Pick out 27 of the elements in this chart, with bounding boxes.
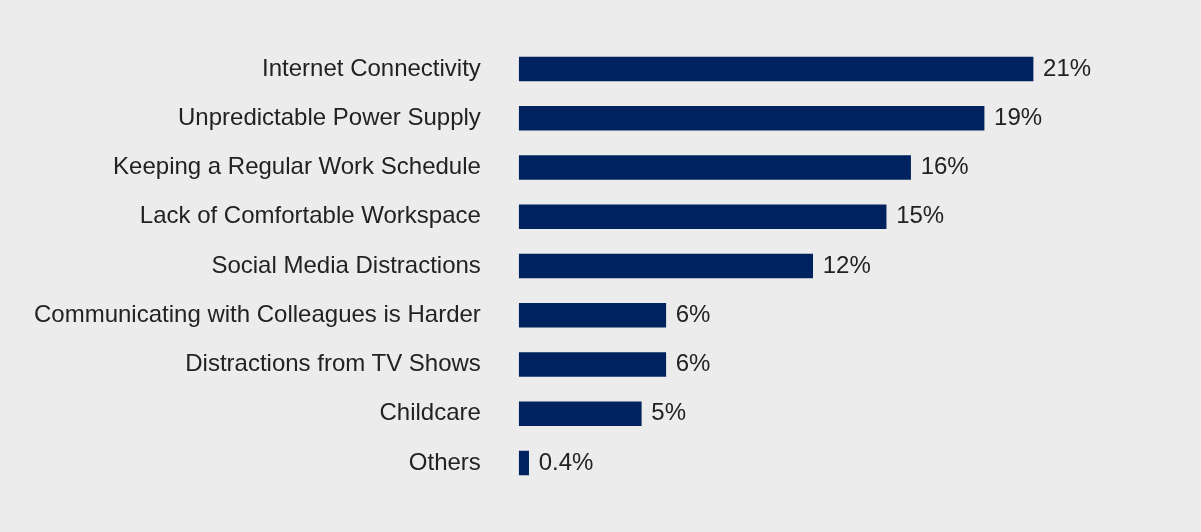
data-label: 12%: [822, 250, 871, 278]
y-tick-label: Others: [408, 447, 481, 475]
y-tick-label: Social Media Distractions: [211, 250, 481, 278]
y-tick-label: Childcare: [379, 398, 481, 426]
y-tick-label: Internet Connectivity: [262, 53, 481, 81]
bar: [518, 352, 667, 377]
y-tick-label: Keeping a Regular Work Schedule: [113, 152, 481, 180]
data-label: 19%: [994, 102, 1043, 130]
bar: [518, 56, 1034, 82]
bar: [518, 105, 985, 131]
y-tick-label: Unpredictable Power Supply: [178, 102, 481, 130]
data-label: 15%: [896, 201, 945, 229]
bar: [518, 401, 642, 427]
bar: [518, 450, 529, 476]
data-label: 16%: [920, 152, 969, 180]
data-label: 21%: [1043, 53, 1092, 81]
data-label: 6%: [675, 299, 711, 327]
y-tick-label: Communicating with Colleagues is Harder: [34, 299, 481, 327]
bar: [518, 155, 911, 180]
bar: [518, 253, 814, 279]
data-label: 0.4%: [538, 447, 594, 475]
bar: [518, 204, 887, 230]
data-label: 5%: [651, 398, 686, 426]
bar: [518, 302, 667, 328]
data-label: 6%: [675, 349, 711, 377]
y-tick-label: Distractions from TV Shows: [185, 349, 481, 377]
y-tick-label: Lack of Comfortable Workspace: [139, 201, 481, 229]
